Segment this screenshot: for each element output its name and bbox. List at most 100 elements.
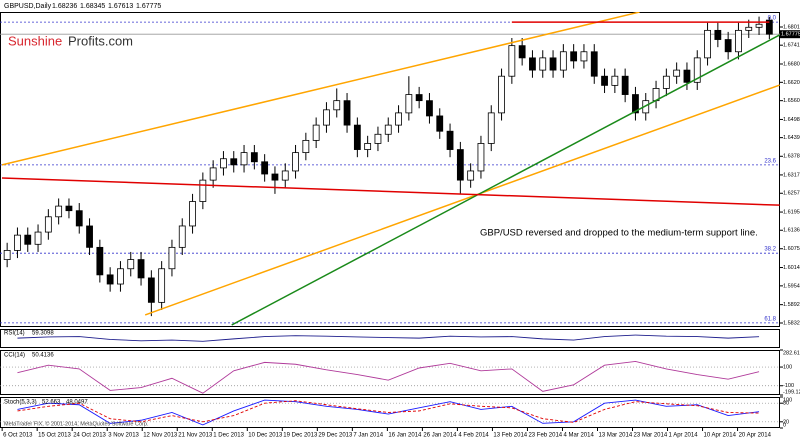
candle-body [178, 225, 186, 248]
indicator-line [17, 360, 760, 394]
candle-body [240, 152, 248, 166]
x-tick-label: 29 Dec 2013 [318, 433, 353, 439]
fib-label: 23.6 [764, 158, 776, 164]
candle-body [117, 268, 124, 285]
candle-body [271, 173, 279, 181]
indicator-line [17, 400, 760, 423]
candle-body [281, 170, 289, 181]
stoch-plot [0, 399, 780, 426]
candle-body [498, 75, 505, 114]
open-value: 1.68236 [52, 3, 77, 10]
panel-title: Stoch(5,3,3) [4, 400, 37, 406]
candle-body [333, 100, 341, 111]
indicator-line [17, 334, 760, 342]
y-tick-label: 1.61360 [783, 228, 800, 234]
candle-body [3, 250, 11, 260]
x-tick-label: 6 Oct 2013 [3, 433, 33, 439]
close-value: 1.67775 [136, 3, 161, 10]
trend-line [144, 84, 780, 316]
fib-label: 61.8 [764, 316, 776, 322]
y-tick-label: 1.60140 [783, 265, 800, 271]
y-tick-label: 1.64985 [783, 117, 800, 123]
candle-body [436, 115, 444, 132]
candle-body [55, 205, 63, 218]
y-tick-label: 100 [783, 397, 792, 403]
watermark: Sunshine [8, 33, 62, 48]
candle-body [621, 75, 629, 95]
candle-body [415, 94, 423, 102]
y-tick-label: 1.58925 [783, 302, 800, 308]
candle-body [632, 94, 639, 114]
cci-plot [0, 360, 780, 394]
x-tick-label: 4 Feb 2014 [458, 433, 489, 439]
x-tick-label: 7 Jan 2014 [353, 433, 383, 439]
x-tick-label: 24 Oct 2013 [73, 433, 106, 439]
candle-body [292, 152, 299, 172]
y-tick-label: 1.59540 [783, 283, 800, 289]
candle-body [312, 124, 320, 141]
price-tag [780, 30, 800, 39]
candle-body [230, 158, 238, 166]
y-tick-label: 20 [783, 419, 789, 425]
x-tick-label: 1 Dec 2013 [213, 433, 244, 439]
trend-line [1, 177, 780, 206]
panel-title: CCI(14) [4, 353, 25, 359]
y-tick-label: 1.65600 [783, 98, 800, 104]
candle-body [487, 112, 495, 144]
candle-body [75, 210, 83, 227]
low-value: 1.67613 [108, 3, 133, 10]
candle-body [302, 139, 310, 154]
candle-body [65, 205, 73, 212]
x-tick-label: 10 Dec 2013 [248, 433, 283, 439]
rsi-panel [0, 329, 780, 348]
y-tick-label: 1.68010 [783, 24, 800, 30]
candle-body [384, 124, 392, 135]
copyright: MetaTrader FIX, © 2001-2014, MetaQuotes … [4, 420, 149, 427]
candle-body [24, 234, 32, 245]
candle-body [405, 94, 413, 114]
candle-body [518, 45, 526, 59]
x-tick-label: 3 Nov 2013 [108, 433, 139, 439]
high-value: 1.68345 [80, 3, 105, 10]
y-tick-label: 80 [783, 401, 789, 407]
x-tick-label: 26 Jan 2014 [423, 433, 457, 439]
candle-body [86, 225, 93, 248]
trend-line [231, 34, 780, 326]
x-tick-label: 16 Jan 2014 [388, 433, 422, 439]
y-tick-label: 1.60755 [783, 246, 800, 252]
candle-body [34, 231, 42, 245]
x-tick-label: 19 Dec 2013 [283, 433, 318, 439]
candle-body [14, 234, 21, 251]
candle-body [683, 69, 691, 83]
candle-body [693, 57, 701, 83]
candle-body [353, 124, 361, 150]
candle-body [467, 170, 475, 181]
panel-value: 52.663 [42, 400, 61, 406]
y-tick-label: 1.58325 [783, 320, 800, 326]
panel-title: RSI(14) [4, 331, 25, 337]
candle-body [477, 143, 485, 172]
candle-body [765, 19, 773, 35]
x-tick-label: 23 Feb 2014 [528, 433, 562, 439]
indicator-line [17, 399, 760, 426]
candle-body [96, 246, 104, 276]
y-tick-label: 1.66800 [783, 61, 800, 67]
candle-body [755, 23, 763, 28]
chart-title: GBPUSD,Daily [4, 3, 52, 10]
candle-body [580, 51, 588, 62]
y-tick-label: 1.63170 [783, 172, 800, 178]
y-tick-label: 1.66200 [783, 80, 800, 86]
candle-body [137, 259, 145, 279]
fib-label: 38.2 [764, 247, 776, 253]
panel-value: 48.0497 [66, 400, 88, 406]
x-tick-label: 12 Nov 2013 [143, 433, 178, 439]
annotation: GBP/USD reversed and dropped to the medi… [480, 228, 758, 239]
candle-body [147, 277, 155, 303]
y-tick-label: -199.1241 [783, 389, 800, 395]
candle-body [158, 268, 166, 303]
axes: 1.68010 1.67415 1.66800 1.66200 1.65600 1.649… [1, 16, 800, 439]
candle-body [343, 100, 351, 126]
candle-body [168, 246, 176, 270]
candle-body [590, 51, 598, 77]
